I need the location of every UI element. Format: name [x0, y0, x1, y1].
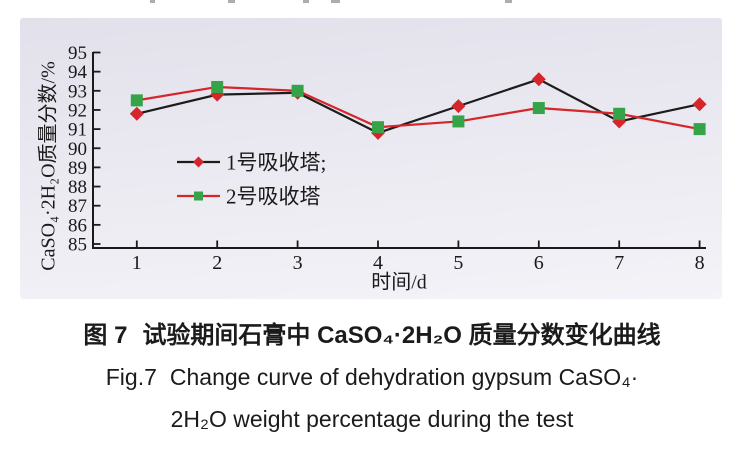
- diamond-marker: [129, 106, 144, 121]
- y-tick-label: 95: [68, 43, 87, 64]
- x-tick-label: 8: [695, 252, 705, 274]
- figure-number-en: Fig.7: [105, 364, 157, 390]
- caption-english-line2: 2H₂O weight percentage during the test: [170, 406, 574, 432]
- y-tick-label: 90: [68, 139, 87, 160]
- y-tick-label: 88: [68, 177, 87, 198]
- square-marker: [211, 80, 224, 93]
- x-axis-title: 时间/d: [371, 271, 427, 294]
- diamond-marker: [193, 156, 204, 168]
- y-tick-label: 87: [68, 196, 87, 217]
- legend-label: 1号吸收塔;: [226, 151, 326, 175]
- caption-en-text: Change curve of dehydration gypsum CaSO₄…: [169, 364, 639, 390]
- x-tick-label: 5: [453, 252, 463, 274]
- square-marker: [532, 102, 545, 115]
- y-tick-label: 85: [68, 235, 87, 256]
- y-tick-label: 94: [68, 62, 88, 83]
- series-line-1: [136, 78, 700, 135]
- square-marker: [130, 94, 143, 107]
- cropped-text-remnant: [331, 0, 340, 3]
- chart-panel: 85 86 87 88 89 90 91 92 93 94 95 1 2 3 4 5 6 7 8 1号吸收塔; 2号吸收…: [20, 18, 722, 299]
- caption-chinese: 图 7 试验期间石膏中 CaSO₄·2H₂O 质量分数变化曲线: [0, 315, 744, 350]
- square-marker: [613, 107, 626, 120]
- cropped-text-remnant: [150, 0, 155, 3]
- square-marker: [194, 191, 203, 201]
- x-tick-label: 6: [534, 252, 544, 274]
- diamond-marker: [451, 99, 466, 114]
- x-tick-label: 4: [373, 252, 383, 274]
- x-tick-label: 3: [293, 252, 303, 274]
- x-tick-label: 2: [212, 252, 222, 274]
- axes: [92, 52, 706, 249]
- y-axis-title: CaSO₄·2H₂O质量分数/%: [37, 61, 60, 271]
- y-tick-label: 86: [68, 215, 87, 236]
- legend-label: 2号吸收塔: [226, 185, 321, 209]
- square-marker: [291, 84, 304, 97]
- cropped-text-remnant: [505, 0, 512, 3]
- caption-english-line1: Fig.7 Change curve of dehydration gypsum …: [0, 364, 744, 391]
- square-marker: [693, 123, 706, 136]
- square-marker: [452, 115, 465, 128]
- cropped-text-remnant: [228, 0, 235, 3]
- diamond-marker: [531, 72, 546, 87]
- x-tick-label: 7: [614, 252, 624, 274]
- caption-zh-text: 试验期间石膏中 CaSO₄·2H₂O 质量分数变化曲线: [142, 322, 661, 349]
- y-tick-label: 93: [68, 81, 87, 102]
- x-tick-label: 1: [132, 252, 142, 274]
- figure-number-zh: 图 7: [83, 322, 128, 349]
- square-marker: [372, 121, 384, 134]
- cropped-text-remnant: [303, 0, 309, 3]
- y-tick-label: 92: [68, 100, 87, 121]
- y-tick-label: 89: [68, 158, 87, 179]
- diamond-marker: [692, 97, 707, 112]
- y-tick-label: 91: [68, 120, 87, 141]
- series-line-2: [136, 85, 700, 131]
